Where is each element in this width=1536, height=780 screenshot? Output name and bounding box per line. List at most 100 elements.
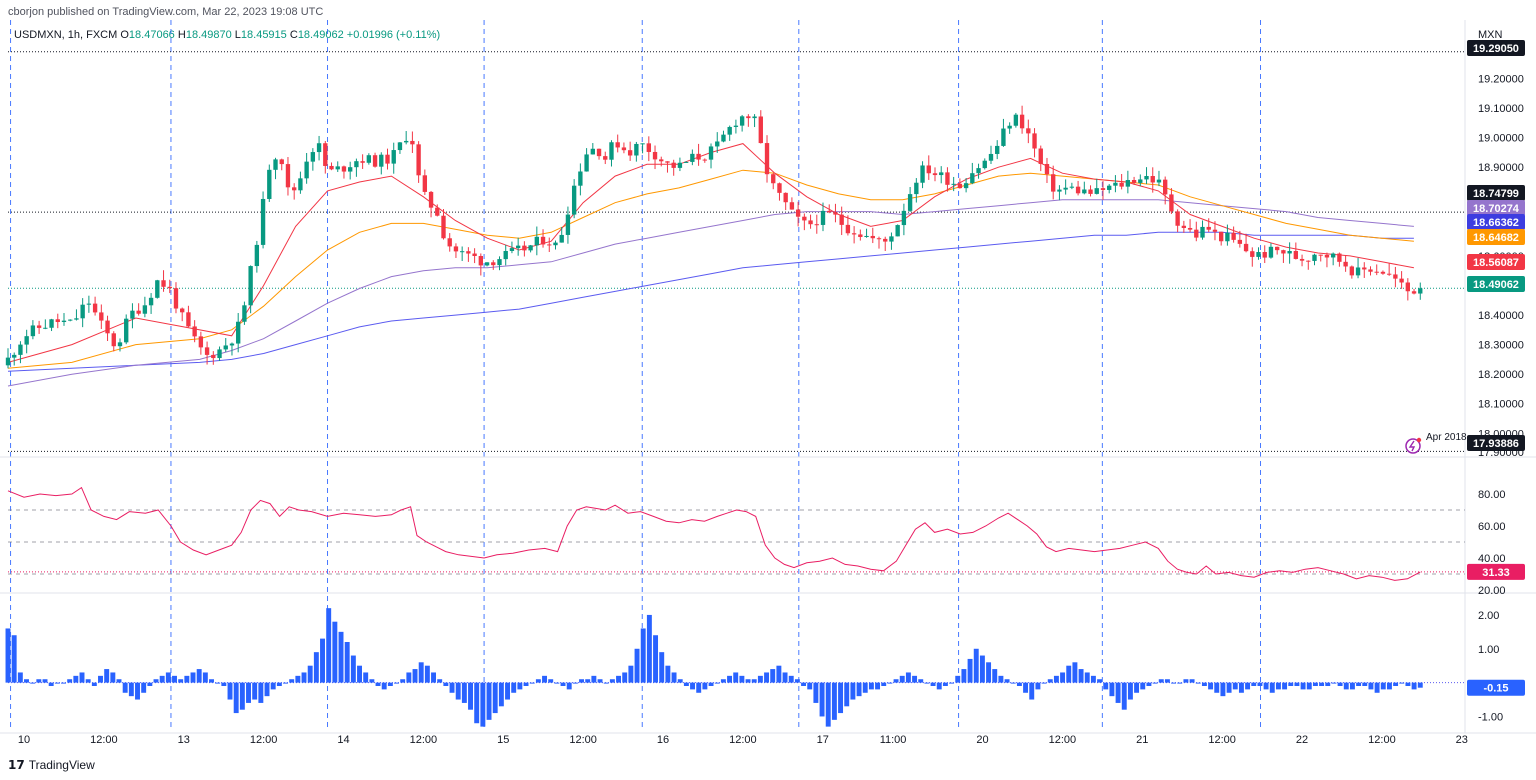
ema-orange-line — [7, 169, 1414, 369]
time-axis[interactable]: 10 12:00 13 12:00 14 12:00 15 12:00 16 12:00 17 11:… — [18, 734, 1468, 746]
candle-body — [503, 250, 508, 260]
candle-body — [36, 325, 42, 328]
candle-body — [310, 152, 316, 162]
candle-body — [466, 251, 471, 254]
price-tag-bg — [1467, 200, 1525, 216]
hist-bar — [1146, 682, 1152, 686]
candle-body — [99, 312, 104, 321]
candle-body — [1237, 239, 1243, 244]
candle-body — [459, 251, 465, 253]
candle-body — [1386, 273, 1392, 275]
histogram-pane — [5, 608, 1465, 727]
candle-body — [385, 154, 390, 164]
hist-bar — [1010, 682, 1016, 684]
candle-body — [839, 214, 844, 225]
candle-body — [659, 159, 664, 162]
event-marker[interactable]: Apr 2018 — [1405, 432, 1467, 454]
hist-bar — [147, 682, 153, 686]
candle-body — [68, 319, 73, 321]
published-by-text: cborjon published on TradingView.com, Ma… — [8, 6, 324, 18]
hist-bar — [424, 665, 430, 683]
candle-body — [86, 303, 92, 305]
candle-body — [1368, 269, 1373, 272]
candle-body — [845, 224, 851, 234]
hist-bar — [967, 658, 973, 683]
hist-bar — [480, 682, 486, 727]
hist-bar — [264, 682, 270, 697]
candle-body — [360, 161, 365, 163]
hist-bar — [387, 682, 393, 686]
hist-bar — [930, 682, 936, 686]
hist-bar — [591, 675, 597, 683]
hist-tick-label: 2.00 — [1478, 610, 1499, 622]
hist-bar — [1214, 682, 1220, 693]
candle-body — [435, 207, 440, 216]
rsi-pane — [7, 486, 1465, 581]
hist-bar — [659, 652, 665, 683]
candle-body — [1324, 254, 1330, 258]
candle-body — [553, 242, 558, 246]
hist-bar — [690, 682, 696, 690]
event-dot-icon — [1416, 437, 1422, 443]
hist-bar — [1183, 679, 1189, 683]
hist-bar — [128, 682, 134, 697]
hist-bar — [665, 665, 671, 683]
hist-bar — [369, 679, 375, 683]
candle-body — [180, 308, 185, 313]
hist-bar — [24, 679, 29, 683]
hist-bar — [1109, 682, 1115, 697]
hist-bar — [548, 679, 554, 683]
hist-bar — [196, 669, 202, 683]
hist-bar — [653, 635, 659, 683]
hist-bar — [1226, 682, 1232, 693]
hist-bar — [1269, 682, 1275, 693]
candle-body — [764, 143, 770, 175]
hist-bar — [751, 679, 757, 683]
low-value: 18.45915 — [240, 29, 287, 41]
candle-body — [254, 244, 260, 267]
time-tick-label: 21 — [1136, 734, 1148, 746]
candle-body — [1306, 260, 1311, 262]
hist-bar — [844, 682, 850, 707]
candle-body — [1374, 271, 1379, 273]
candle-body — [260, 198, 266, 245]
candle-body — [136, 310, 141, 314]
hist-bar — [961, 669, 967, 683]
hist-bar — [1097, 679, 1103, 683]
candle-body — [198, 336, 204, 348]
hist-bar — [794, 679, 800, 683]
hist-bar — [295, 675, 301, 683]
candle-body — [951, 183, 956, 185]
low-label: L — [234, 29, 241, 41]
candle-body — [540, 236, 546, 245]
hist-bar — [178, 679, 184, 683]
candle-body — [379, 154, 384, 167]
hist-bar — [1349, 682, 1355, 690]
hist-bar — [776, 665, 782, 683]
ema-purple-line — [7, 199, 1414, 387]
hist-bar — [1294, 682, 1300, 686]
candle-body — [883, 238, 888, 242]
hist-bar — [1319, 682, 1325, 686]
candle-body — [186, 312, 191, 327]
tradingview-logo[interactable]: 17 TradingView — [8, 758, 95, 772]
price-axis[interactable]: MXN19.2000019.1000019.0000018.9000018.60… — [1478, 29, 1524, 723]
candle-body — [1206, 226, 1211, 230]
time-tick-label: 23 — [1456, 734, 1468, 746]
time-tick-label: 17 — [817, 734, 829, 746]
candle-body — [615, 142, 620, 148]
candle-body — [55, 319, 60, 323]
price-tick-label: 18.10000 — [1478, 399, 1524, 411]
hist-bar — [1263, 682, 1269, 690]
hist-bar — [122, 682, 128, 693]
candle-body — [627, 150, 633, 156]
candle-body — [851, 233, 857, 235]
candle-body — [267, 169, 272, 199]
hist-bar — [535, 679, 541, 683]
event-icon — [1405, 438, 1421, 454]
candle-body — [316, 143, 322, 153]
hist-bar — [1251, 682, 1257, 686]
hist-bar — [313, 652, 319, 683]
price-tag: 18.70274 — [1473, 203, 1520, 215]
